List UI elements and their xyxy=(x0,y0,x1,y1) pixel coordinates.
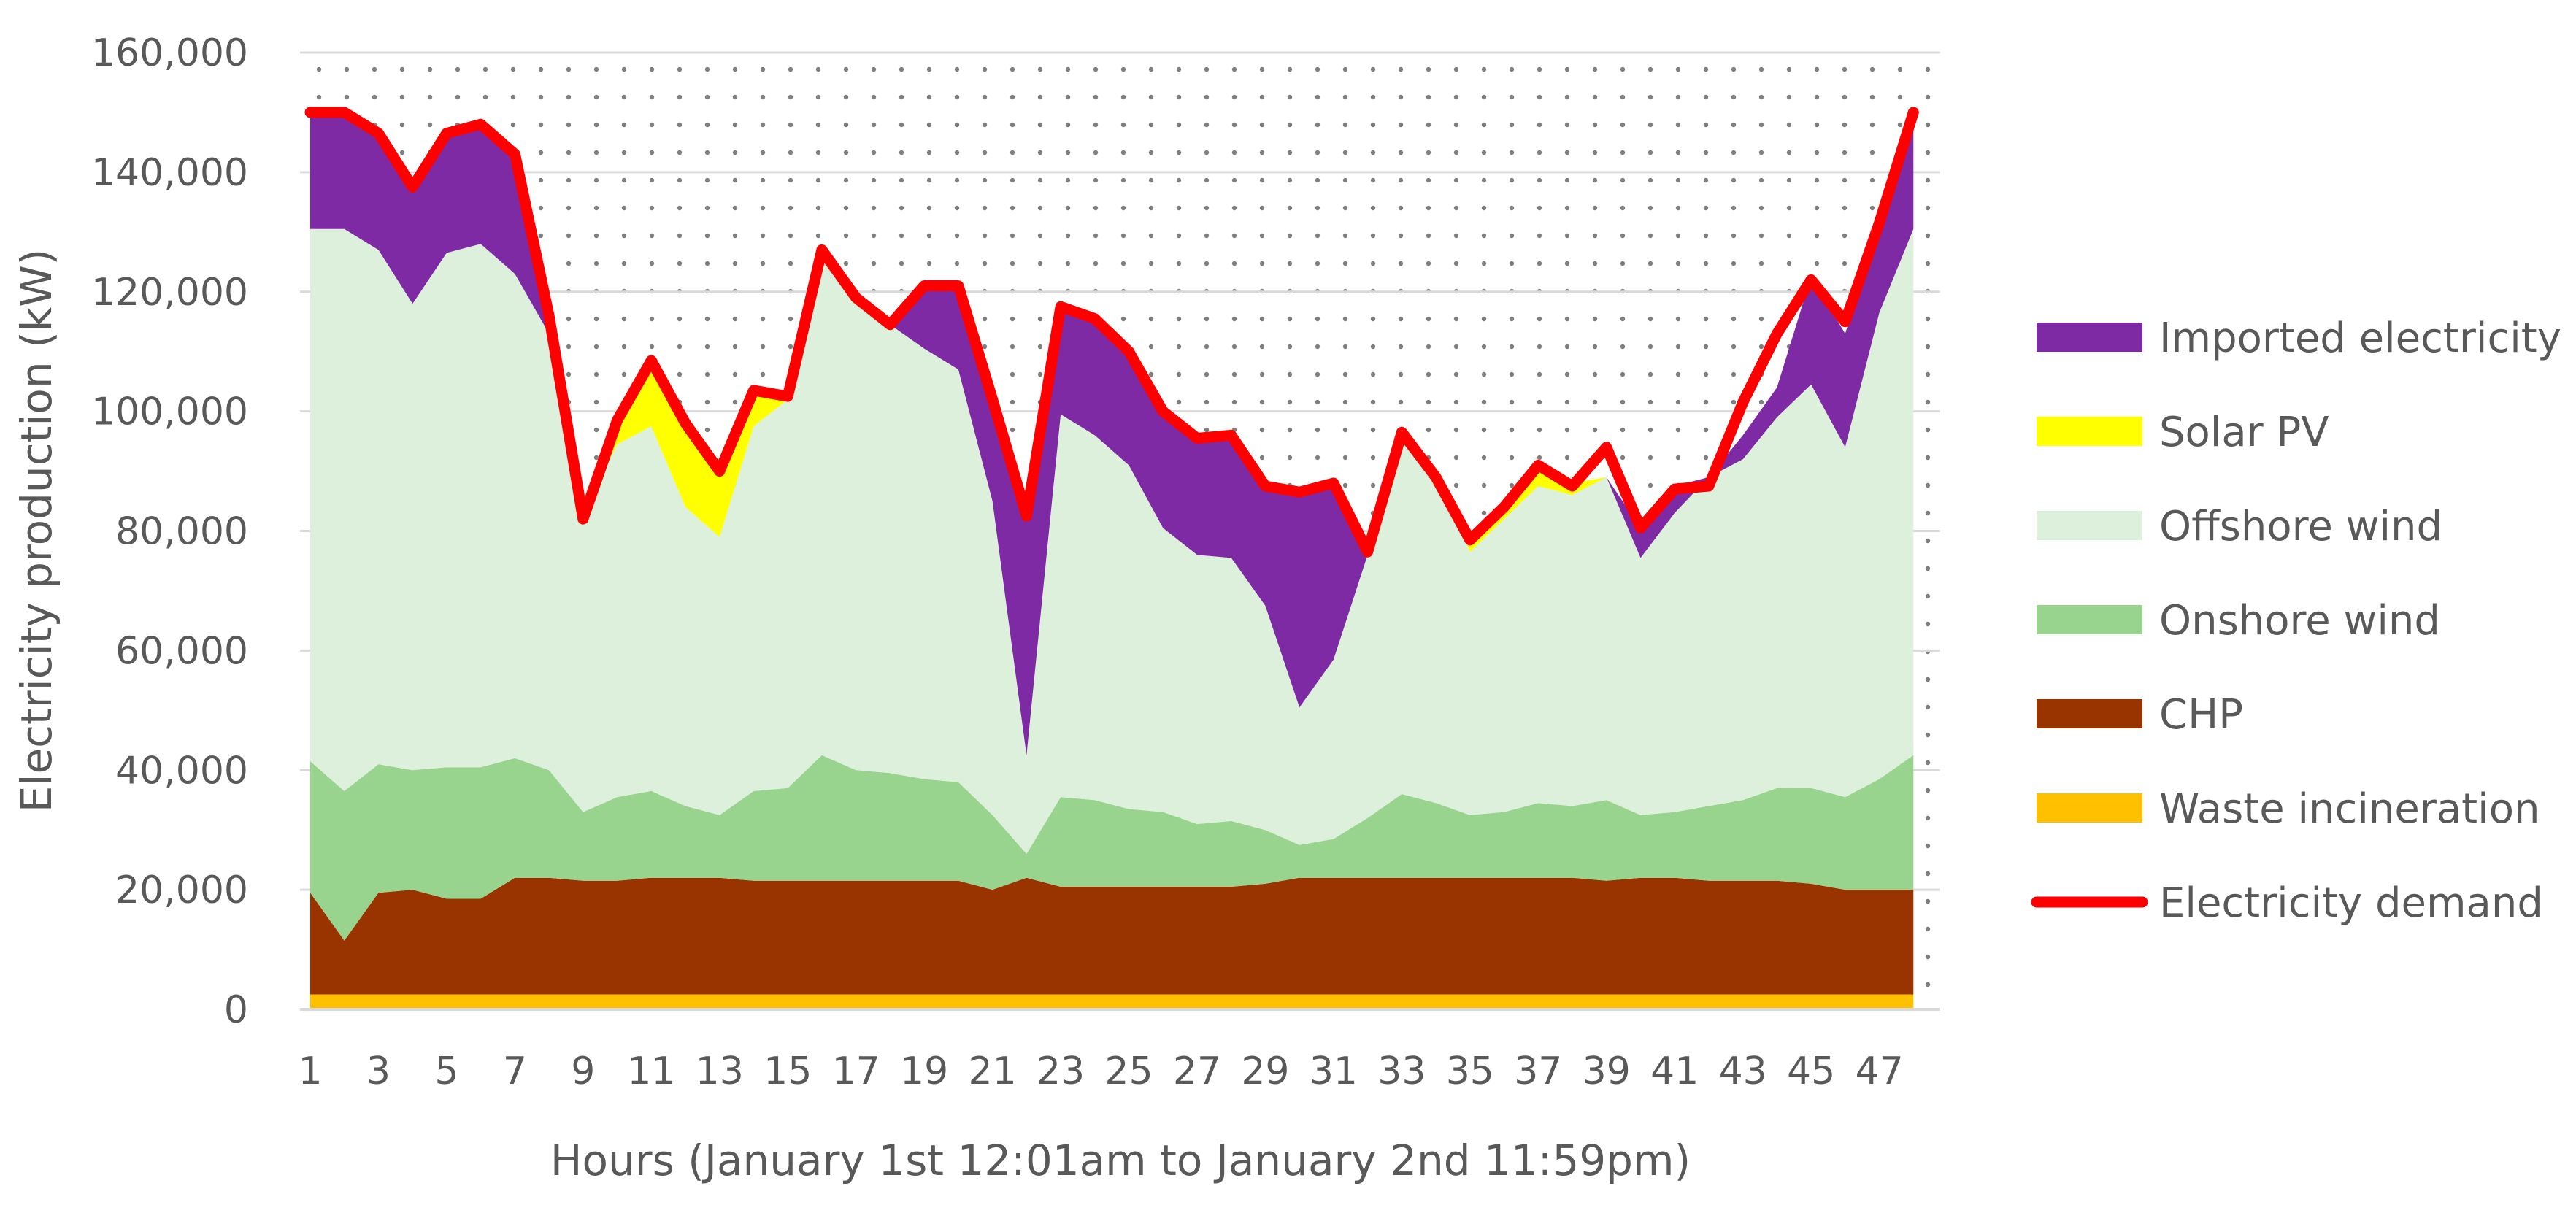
legend-swatch-offshore-wind xyxy=(2037,511,2142,540)
y-tick-label: 40,000 xyxy=(115,749,248,793)
line-electricity-demand xyxy=(304,107,1919,558)
legend-swatch-imported-electricity xyxy=(2037,323,2142,352)
x-tick-label: 23 xyxy=(1037,1050,1085,1093)
y-tick-label: 120,000 xyxy=(91,271,248,315)
y-axis-title: Electricity production (kW) xyxy=(12,249,61,813)
x-tick-label: 35 xyxy=(1446,1050,1494,1093)
x-tick-label: 21 xyxy=(969,1050,1017,1093)
x-tick-label: 3 xyxy=(366,1050,391,1093)
area-chp xyxy=(310,877,1914,995)
x-tick-label: 31 xyxy=(1310,1050,1358,1093)
x-tick-label: 1 xyxy=(298,1050,322,1093)
legend-label-imported-electricity: Imported electricity xyxy=(2159,315,2561,362)
legend-label-offshore-wind: Offshore wind xyxy=(2159,503,2442,550)
x-tick-label: 17 xyxy=(832,1050,880,1093)
x-axis-title: Hours (January 1st 12:01am to January 2n… xyxy=(550,1136,1691,1185)
x-tick-label: 39 xyxy=(1583,1050,1631,1093)
x-tick-label: 33 xyxy=(1377,1050,1426,1093)
x-tick-label: 43 xyxy=(1719,1050,1767,1093)
x-tick-label: 9 xyxy=(571,1050,595,1093)
y-tick-labels: 0 20,000 40,000 60,000 80,000 100,000 120,000 1… xyxy=(91,31,248,1032)
legend-label-waste-incineration: Waste incineration xyxy=(2159,785,2540,833)
legend-label-chp: CHP xyxy=(2159,691,2243,739)
x-tick-label: 19 xyxy=(900,1050,948,1093)
legend: Imported electricity Solar PV Offshore win… xyxy=(2031,315,2561,927)
area-imported-electricity xyxy=(310,109,1914,755)
y-tick-label: 100,000 xyxy=(91,390,248,434)
x-tick-label: 25 xyxy=(1104,1050,1153,1093)
legend-swatch-chp xyxy=(2037,699,2142,728)
legend-swatch-onshore-wind xyxy=(2037,605,2142,634)
x-tick-label: 29 xyxy=(1241,1050,1289,1093)
x-tick-label: 15 xyxy=(764,1050,812,1093)
x-tick-label: 47 xyxy=(1855,1050,1903,1093)
area-onshore-wind xyxy=(310,755,1914,941)
legend-label-onshore-wind: Onshore wind xyxy=(2159,597,2440,644)
x-tick-label: 5 xyxy=(434,1050,458,1093)
x-tick-label: 45 xyxy=(1787,1050,1835,1093)
x-tick-labels: 1 3 5 7 9 11 13 15 17 19 21 23 25 27 29 31 33 35 37 39 41 43 4… xyxy=(298,1050,1903,1093)
legend-swatch-solar-pv xyxy=(2037,417,2142,446)
y-tick-label: 160,000 xyxy=(91,31,248,75)
legend-label-electricity-demand: Electricity demand xyxy=(2159,879,2543,927)
y-tick-label: 140,000 xyxy=(91,151,248,195)
x-tick-label: 7 xyxy=(503,1050,527,1093)
y-tick-label: 80,000 xyxy=(115,510,248,554)
demand-line-layer xyxy=(304,107,1919,558)
legend-label-solar-pv: Solar PV xyxy=(2159,409,2329,456)
x-tick-label: 41 xyxy=(1650,1050,1699,1093)
x-tick-label: 27 xyxy=(1173,1050,1221,1093)
y-tick-label: 60,000 xyxy=(115,629,248,673)
area-offshore-wind xyxy=(310,228,1914,854)
area-waste-incineration xyxy=(310,994,1914,1009)
x-tick-label: 11 xyxy=(627,1050,675,1093)
legend-swatch-waste-incineration xyxy=(2037,793,2142,823)
y-tick-label: 20,000 xyxy=(115,869,248,912)
stacked-areas xyxy=(310,109,1914,1009)
x-tick-label: 13 xyxy=(696,1050,744,1093)
x-tick-label: 37 xyxy=(1514,1050,1562,1093)
y-tick-label: 0 xyxy=(224,988,248,1032)
